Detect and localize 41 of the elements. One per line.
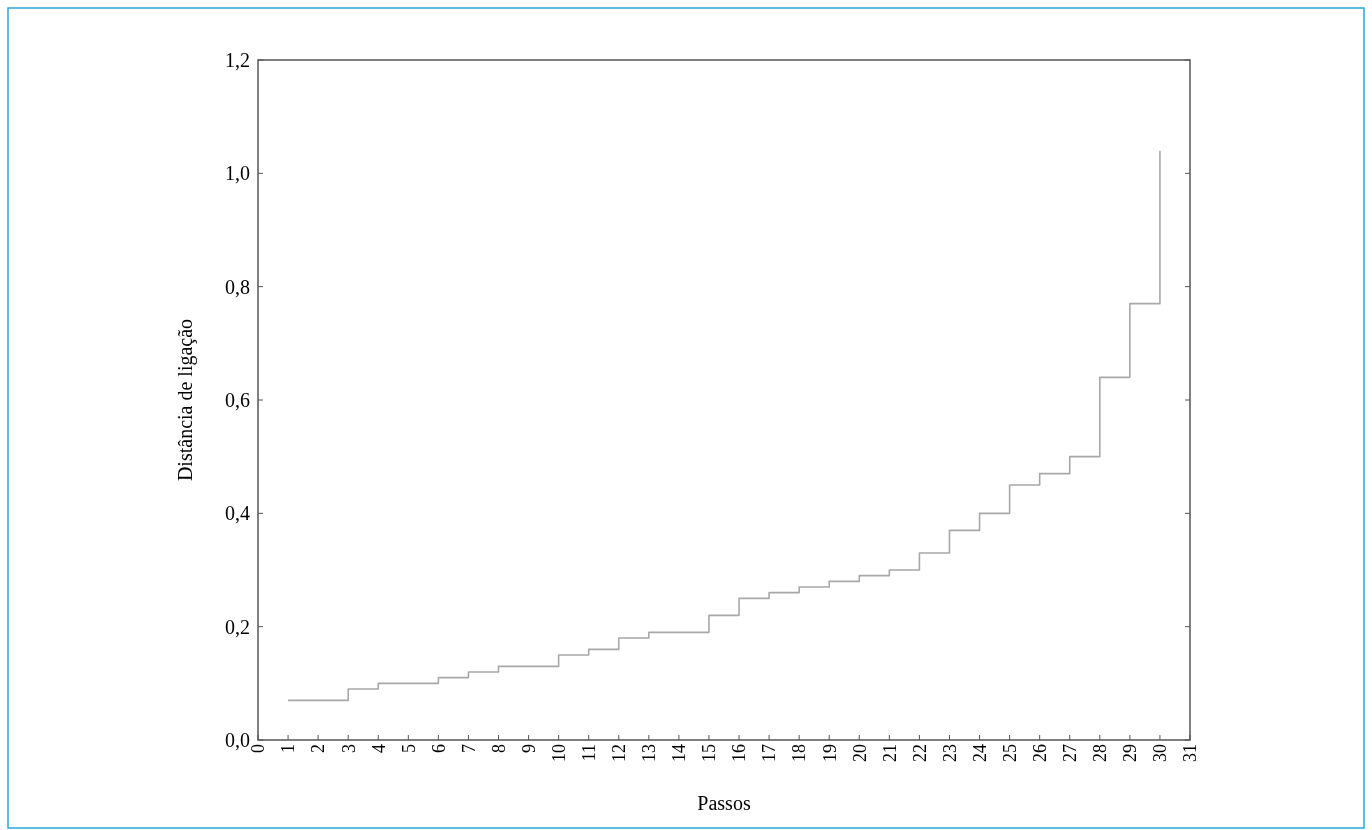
x-tick-label: 5 [398, 744, 419, 753]
x-tick-label: 13 [639, 744, 660, 762]
x-tick-label: 18 [789, 744, 810, 762]
x-tick-label: 3 [338, 744, 359, 753]
y-axis-title: Distância de ligação [174, 318, 197, 482]
x-tick-label: 25 [999, 744, 1020, 762]
x-tick-label: 31 [1180, 744, 1201, 762]
x-tick-label: 22 [909, 744, 930, 762]
x-tick-label: 16 [729, 744, 750, 762]
x-tick-label: 17 [759, 744, 780, 762]
x-tick-label: 23 [939, 744, 960, 762]
x-tick-label: 24 [969, 744, 990, 762]
x-tick-label: 2 [308, 744, 329, 753]
x-tick-label: 15 [699, 744, 720, 762]
x-tick-label: 20 [849, 744, 870, 762]
x-tick-label: 21 [879, 744, 900, 762]
x-tick-label: 0 [248, 744, 269, 753]
x-axis-title: Passos [697, 792, 751, 814]
y-tick-label: 1,2 [225, 49, 250, 71]
x-tick-label: 26 [1029, 744, 1050, 762]
x-tick-label: 27 [1060, 744, 1081, 762]
x-tick-label: 19 [819, 744, 840, 762]
y-tick-label: 0,8 [225, 275, 250, 298]
y-tick-label: 1,0 [225, 162, 250, 185]
x-tick-label: 30 [1150, 744, 1171, 762]
y-tick-label: 0,2 [225, 615, 250, 638]
x-tick-label: 6 [428, 744, 449, 753]
x-tick-label: 10 [548, 744, 569, 762]
x-tick-label: 9 [518, 744, 539, 753]
y-tick-label: 0,0 [225, 729, 250, 751]
x-tick-label: 14 [669, 744, 690, 762]
x-tick-label: 8 [488, 744, 509, 753]
y-tick-label: 0,4 [225, 502, 250, 525]
x-tick-label: 12 [609, 744, 630, 762]
x-tick-label: 28 [1090, 744, 1111, 762]
x-tick-label: 7 [458, 744, 479, 753]
x-tick-label: 11 [579, 744, 600, 762]
x-tick-label: 1 [278, 744, 299, 753]
x-tick-label: 4 [368, 744, 389, 753]
x-tick-label: 29 [1120, 744, 1141, 762]
y-tick-label: 0,6 [225, 389, 250, 411]
